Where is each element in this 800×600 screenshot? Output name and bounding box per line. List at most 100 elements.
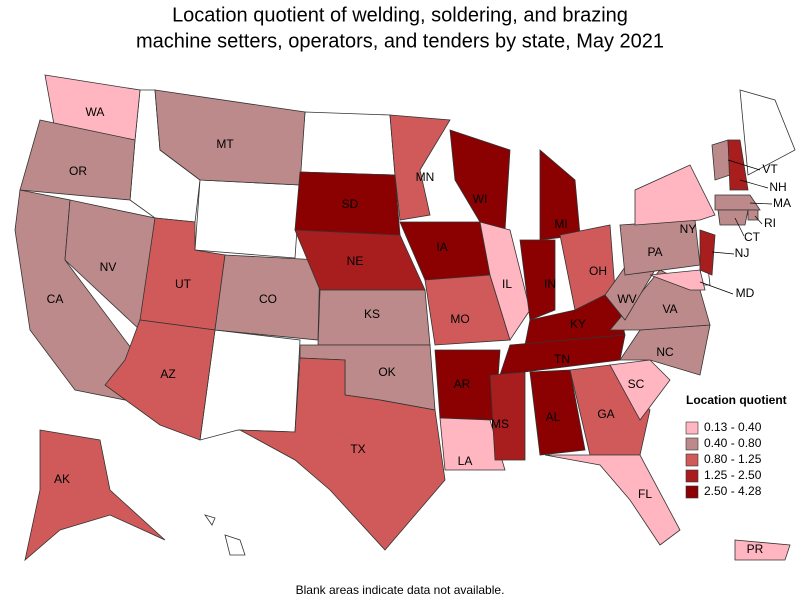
state-label: VT (762, 162, 778, 176)
state-shape (529, 369, 586, 456)
legend-swatch (685, 485, 699, 499)
state-label: CT (744, 230, 761, 244)
state-label: WV (617, 292, 636, 306)
state-label: MN (416, 170, 435, 184)
state-label: NY (680, 222, 697, 236)
state-label: NV (100, 260, 117, 274)
state-shape (711, 139, 731, 181)
state-shape (739, 89, 796, 176)
state-shape (299, 111, 396, 176)
state-label: GA (597, 407, 614, 421)
no-data-states (129, 89, 796, 556)
state-shape (19, 119, 136, 201)
state-shape (634, 164, 716, 226)
state-shape (714, 194, 761, 211)
state-shape (519, 239, 556, 321)
legend-label: 0.40 - 0.80 (704, 436, 762, 450)
state-shape (544, 454, 681, 546)
state-shape (609, 359, 671, 421)
leader-lines (699, 159, 773, 295)
state-label: KY (570, 317, 586, 331)
leader-line (711, 251, 735, 255)
state-label: NC (656, 345, 674, 359)
state-label: OR (69, 164, 87, 178)
state-label: MO (450, 312, 469, 326)
state-label: CA (47, 292, 64, 306)
state-label: AK (54, 472, 70, 486)
state-label: NH (769, 180, 786, 194)
legend-swatch (685, 437, 699, 451)
leader-line (727, 159, 761, 171)
legend-label: 2.50 - 4.28 (704, 484, 762, 498)
legend-label: 0.80 - 1.25 (704, 452, 762, 466)
states (14, 74, 791, 562)
state-label: MS (491, 417, 509, 431)
state-shape (489, 371, 526, 461)
state-label: AR (454, 377, 471, 391)
legend-title: Location quotient (686, 393, 787, 407)
legend-label: 0.13 - 0.40 (704, 420, 762, 434)
state-shape (479, 221, 531, 341)
state-shape (734, 539, 791, 561)
state-shape (154, 89, 306, 186)
state-label: NE (347, 254, 364, 268)
state-shape (449, 129, 511, 231)
legend: 0.13 - 0.40 0.40 - 0.80 0.80 - 1.25 1.25 - … (685, 420, 762, 499)
state-shape (717, 209, 749, 226)
state-label: MD (736, 286, 755, 300)
state-label: IN (544, 277, 556, 291)
state-label: RI (764, 216, 776, 230)
title-line: Location quotient of welding, soldering,… (172, 4, 628, 26)
state-label: TX (350, 442, 365, 456)
state-shape (104, 319, 216, 441)
state-label: AZ (160, 367, 175, 381)
state-label: NJ (735, 246, 750, 260)
legend-label: 1.25 - 2.50 (704, 468, 762, 482)
state-shape (24, 429, 166, 562)
title-line: machine setters, operators, and tenders … (136, 30, 664, 52)
leader-line (754, 215, 763, 225)
state-label: KS (364, 307, 380, 321)
state-label: CO (259, 292, 277, 306)
state-shape (199, 329, 301, 441)
state-shape (237, 357, 446, 551)
state-shape (619, 324, 711, 376)
state-labels: WA OR CA NV MT UT CO AZ SD NE KS OK TX MN IA MO AR LA WI IL… (47, 105, 791, 556)
leader-line (699, 281, 734, 295)
state-label: PA (647, 245, 662, 259)
state-label: IA (436, 240, 447, 254)
state-shape (649, 269, 706, 291)
state-label: OH (589, 264, 607, 278)
state-label: AL (546, 410, 561, 424)
state-label: SC (628, 377, 645, 391)
legend-swatch (685, 469, 699, 483)
leader-line (734, 217, 745, 237)
state-label: VA (662, 302, 677, 316)
state-shape (204, 514, 216, 526)
state-label: FL (638, 487, 652, 501)
state-shape (194, 179, 301, 259)
state-label: MT (216, 137, 234, 151)
state-shape (439, 417, 506, 471)
state-label: LA (458, 454, 473, 468)
leader-line (739, 179, 769, 189)
state-label: MA (773, 196, 791, 210)
state-shape (747, 209, 759, 221)
state-label: UT (175, 277, 192, 291)
state-label: IL (502, 277, 512, 291)
state-label: PR (747, 542, 764, 556)
legend-swatch (685, 421, 699, 435)
state-label: WI (473, 192, 488, 206)
legend-swatch (685, 453, 699, 467)
state-label: SD (342, 197, 359, 211)
state-shape (727, 139, 749, 191)
state-label: OK (378, 365, 395, 379)
state-label: MI (554, 217, 567, 231)
footnote: Blank areas indicate data not available. (296, 583, 505, 597)
state-shape (389, 114, 451, 221)
state-shape (699, 229, 716, 276)
state-label: TN (554, 352, 570, 366)
state-label: WA (86, 105, 105, 119)
state-shape (224, 534, 246, 556)
